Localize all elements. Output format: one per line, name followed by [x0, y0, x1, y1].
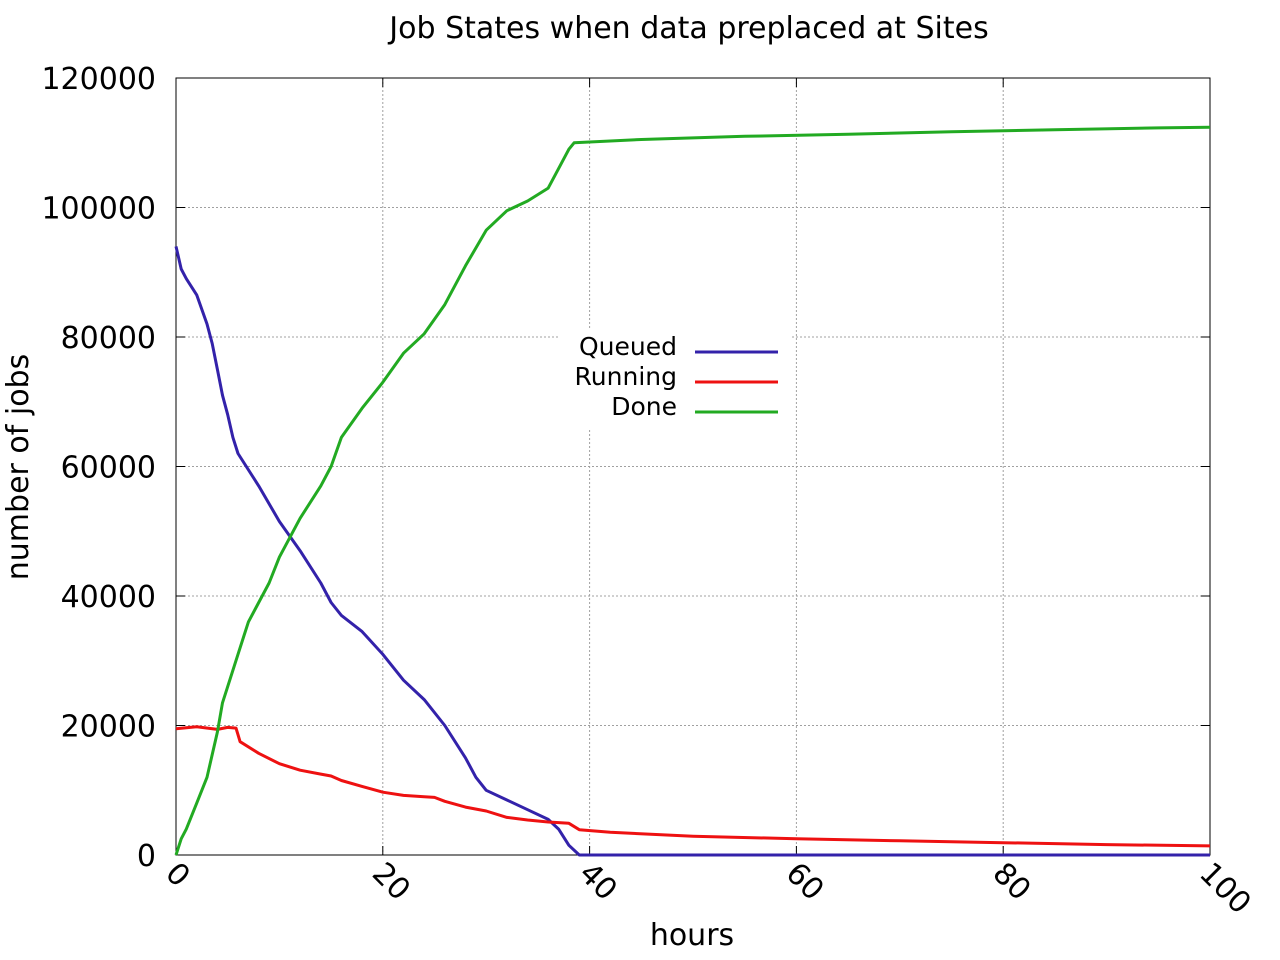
y-tick-label: 60000 [61, 451, 156, 486]
legend-label-done: Done [611, 392, 677, 421]
legend-label-queued: Queued [579, 332, 677, 361]
series-line-queued [174, 246, 1210, 857]
y-tick-label: 40000 [61, 580, 156, 615]
y-axis-label: number of jobs [1, 354, 36, 580]
chart-title: Job States when data preplaced at Sites [387, 11, 988, 46]
x-axis-label: hours [650, 918, 734, 953]
y-tick-label: 120000 [41, 62, 156, 97]
series-line-done [174, 125, 1211, 856]
y-tick-label: 0 [137, 839, 156, 874]
series-lines [174, 125, 1211, 857]
y-tick-label: 20000 [61, 710, 156, 745]
grid [176, 78, 1210, 855]
series-line-running [175, 725, 1211, 848]
legend-label-running: Running [575, 362, 677, 391]
y-tick-label: 80000 [61, 321, 156, 356]
y-tick-label: 100000 [41, 192, 156, 227]
